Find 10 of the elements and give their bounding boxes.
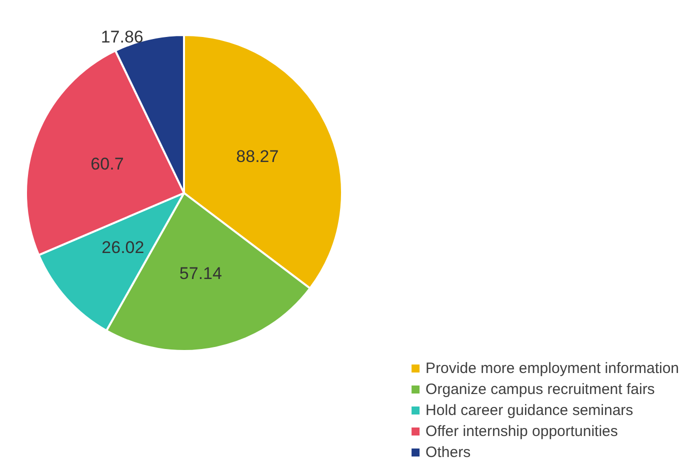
legend-label: Organize campus recruitment fairs <box>426 381 655 398</box>
data-label: 60.7 <box>90 154 124 174</box>
legend-label: Offer internship opportunities <box>426 423 618 440</box>
data-label: 57.14 <box>179 264 222 283</box>
data-label: 88.27 <box>236 146 279 166</box>
legend-label: Hold career guidance seminars <box>426 402 634 419</box>
legend-label: Provide more employment information <box>426 360 680 377</box>
legend-label: Others <box>426 444 471 461</box>
data-label: 26.02 <box>102 238 144 258</box>
data-label: 17.86 <box>100 28 144 47</box>
